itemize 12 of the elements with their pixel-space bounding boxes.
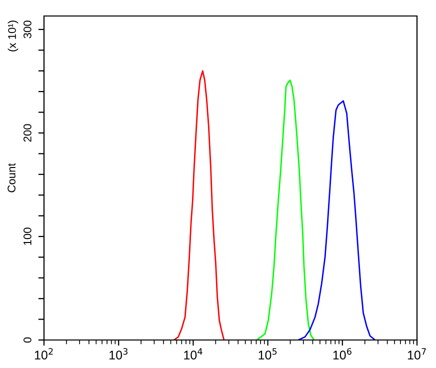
x-tick-label: 10$^{6}$ bbox=[333, 348, 352, 360]
y-tick-label: 100 bbox=[24, 228, 32, 245]
y-tick-label: 300 bbox=[24, 20, 32, 38]
x-tick-label: 10$^{5}$ bbox=[258, 348, 277, 360]
x-tick-label: 10$^{4}$ bbox=[184, 348, 202, 360]
y-axis-title: Count bbox=[8, 163, 16, 192]
y-tick-label: 0 bbox=[24, 337, 32, 343]
x-tick-label: 10$^{3}$ bbox=[110, 348, 128, 360]
x-tick-label: 10$^{2}$ bbox=[34, 348, 53, 360]
x-tick-label: 10$^{7}$ bbox=[408, 348, 426, 360]
text: (x 10¹) bbox=[8, 20, 18, 52]
y-tick-label: 200 bbox=[24, 124, 32, 142]
